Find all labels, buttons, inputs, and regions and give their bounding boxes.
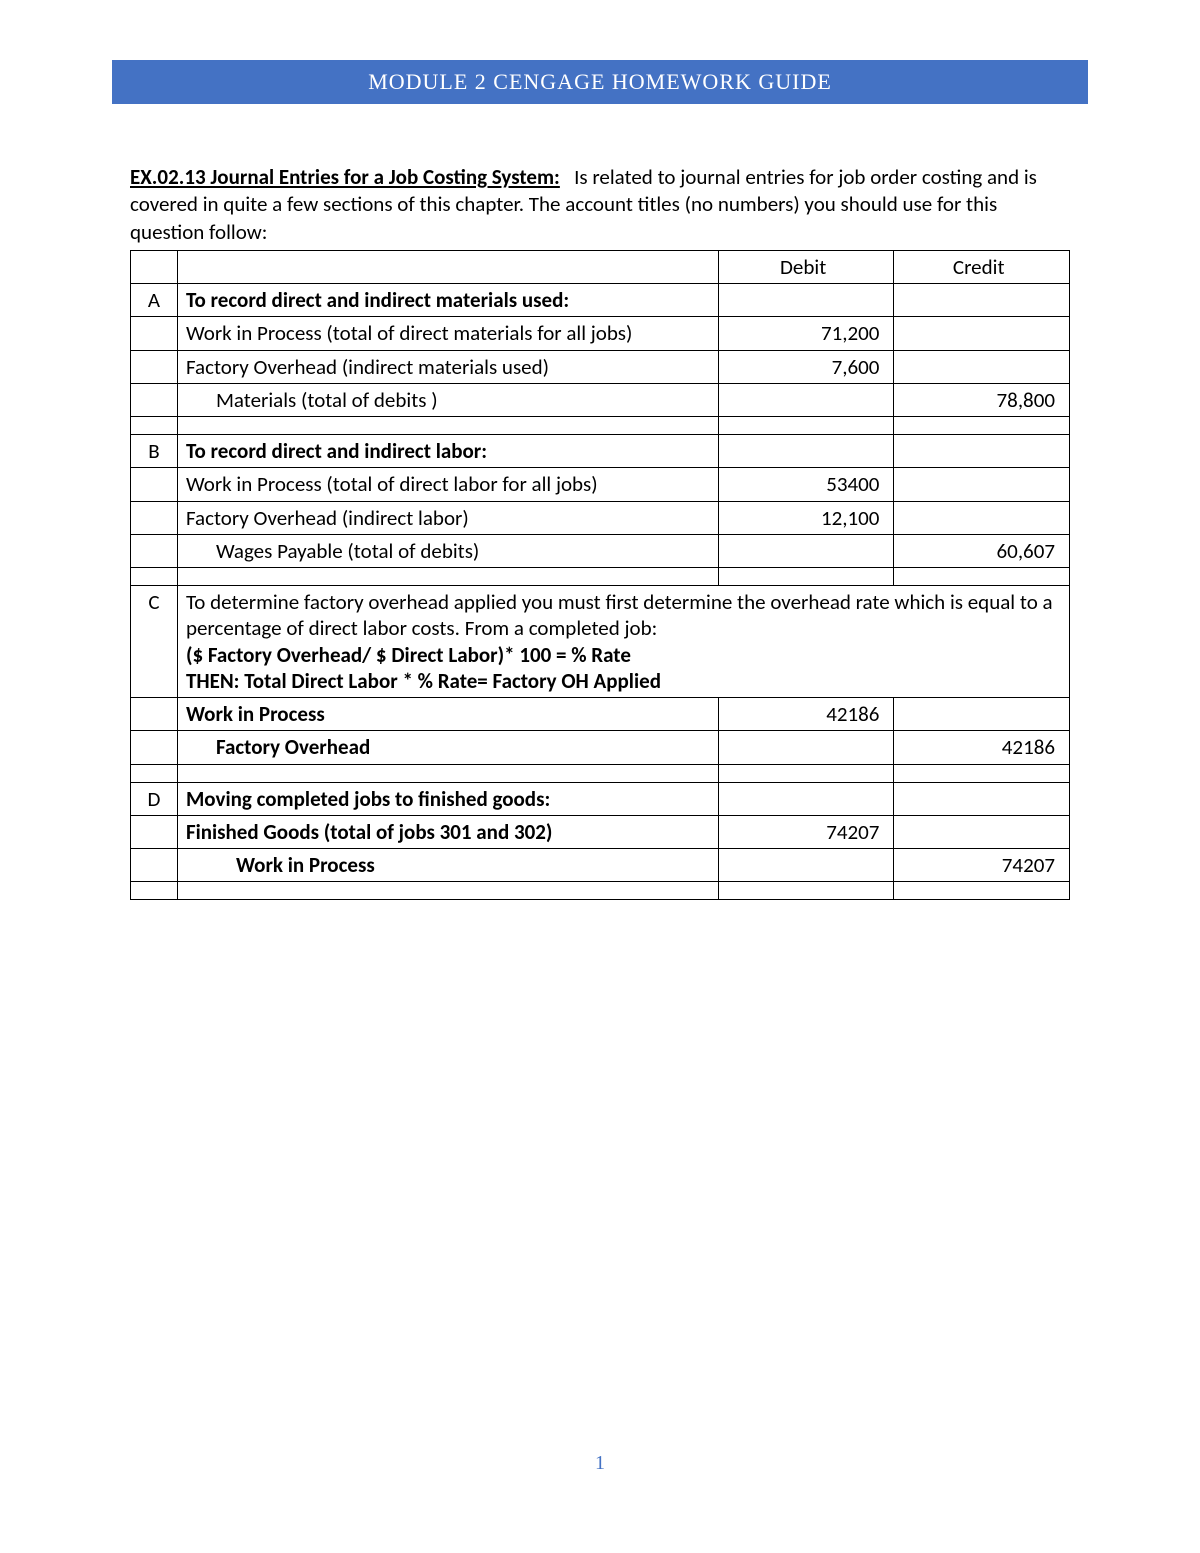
entry-desc: Factory Overhead (indirect materials use… (177, 350, 718, 383)
section-label: D (131, 782, 178, 815)
entry-desc: Work in Process (total of direct materia… (177, 317, 718, 350)
entry-credit: 60,607 (894, 534, 1070, 567)
entry-desc: Factory Overhead (177, 731, 718, 764)
table-row: D Moving completed jobs to finished good… (131, 782, 1070, 815)
table-row: Wages Payable (total of debits) 60,607 (131, 534, 1070, 567)
table-row: Factory Overhead (indirect materials use… (131, 350, 1070, 383)
spacer-row (131, 764, 1070, 782)
table-row: Work in Process (total of direct labor f… (131, 468, 1070, 501)
entry-debit (718, 534, 894, 567)
table-header-row: Debit Credit (131, 250, 1070, 283)
section-note: To determine factory overhead applied yo… (177, 586, 1069, 698)
section-label: A (131, 284, 178, 317)
entry-debit (718, 849, 894, 882)
entry-credit (894, 350, 1070, 383)
section-label: C (131, 586, 178, 698)
entry-credit (894, 698, 1070, 731)
entry-credit (894, 815, 1070, 848)
intro-paragraph: EX.02.13 Journal Entries for a Job Costi… (130, 164, 1070, 246)
page-header-bar: MODULE 2 CENGAGE HOMEWORK GUIDE (112, 60, 1088, 104)
entry-credit: 78,800 (894, 383, 1070, 416)
entry-credit (894, 501, 1070, 534)
spacer-row (131, 417, 1070, 435)
entry-credit: 42186 (894, 731, 1070, 764)
spacer-row (131, 882, 1070, 900)
section-heading: To record direct and indirect labor: (177, 435, 718, 468)
entry-debit: 7,600 (718, 350, 894, 383)
entry-debit: 74207 (718, 815, 894, 848)
entry-debit: 12,100 (718, 501, 894, 534)
table-row: Work in Process 42186 (131, 698, 1070, 731)
entry-debit (718, 383, 894, 416)
intro-title: EX.02.13 Journal Entries for a Job Costi… (130, 164, 560, 190)
entry-debit: 42186 (718, 698, 894, 731)
entry-desc: Work in Process (177, 849, 718, 882)
entry-credit: 74207 (894, 849, 1070, 882)
page-header-title: MODULE 2 CENGAGE HOMEWORK GUIDE (368, 69, 832, 95)
col-header-debit: Debit (718, 250, 894, 283)
entry-desc: Materials (total of debits ) (177, 383, 718, 416)
col-header-credit: Credit (894, 250, 1070, 283)
table-row: C To determine factory overhead applied … (131, 586, 1070, 698)
entry-desc: Work in Process (177, 698, 718, 731)
note-line1: To determine factory overhead applied yo… (186, 589, 1053, 641)
entry-desc: Factory Overhead (indirect labor) (177, 501, 718, 534)
table-row: Factory Overhead 42186 (131, 731, 1070, 764)
content-area: EX.02.13 Journal Entries for a Job Costi… (130, 164, 1070, 900)
journal-table: Debit Credit A To record direct and indi… (130, 250, 1070, 901)
section-label: B (131, 435, 178, 468)
entry-debit (718, 731, 894, 764)
entry-desc: Wages Payable (total of debits) (177, 534, 718, 567)
table-row: Work in Process 74207 (131, 849, 1070, 882)
table-row: Finished Goods (total of jobs 301 and 30… (131, 815, 1070, 848)
entry-credit (894, 317, 1070, 350)
entry-desc: Work in Process (total of direct labor f… (177, 468, 718, 501)
section-heading: To record direct and indirect materials … (177, 284, 718, 317)
table-row: A To record direct and indirect material… (131, 284, 1070, 317)
entry-desc: Finished Goods (total of jobs 301 and 30… (177, 815, 718, 848)
table-row: Factory Overhead (indirect labor) 12,100 (131, 501, 1070, 534)
table-row: B To record direct and indirect labor: (131, 435, 1070, 468)
section-heading: Moving completed jobs to finished goods: (177, 782, 718, 815)
page-number: 1 (0, 1452, 1200, 1475)
entry-debit: 53400 (718, 468, 894, 501)
spacer-row (131, 568, 1070, 586)
entry-debit: 71,200 (718, 317, 894, 350)
note-bold1: ($ Factory Overhead/ $ Direct Labor)* 10… (186, 642, 631, 668)
entry-credit (894, 468, 1070, 501)
table-row: Work in Process (total of direct materia… (131, 317, 1070, 350)
table-row: Materials (total of debits ) 78,800 (131, 383, 1070, 416)
note-bold2: THEN: Total Direct Labor * % Rate= Facto… (186, 668, 661, 694)
